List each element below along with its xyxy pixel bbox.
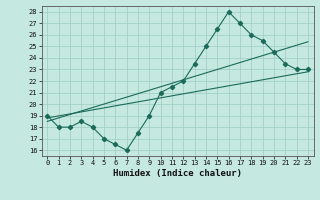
X-axis label: Humidex (Indice chaleur): Humidex (Indice chaleur) bbox=[113, 169, 242, 178]
